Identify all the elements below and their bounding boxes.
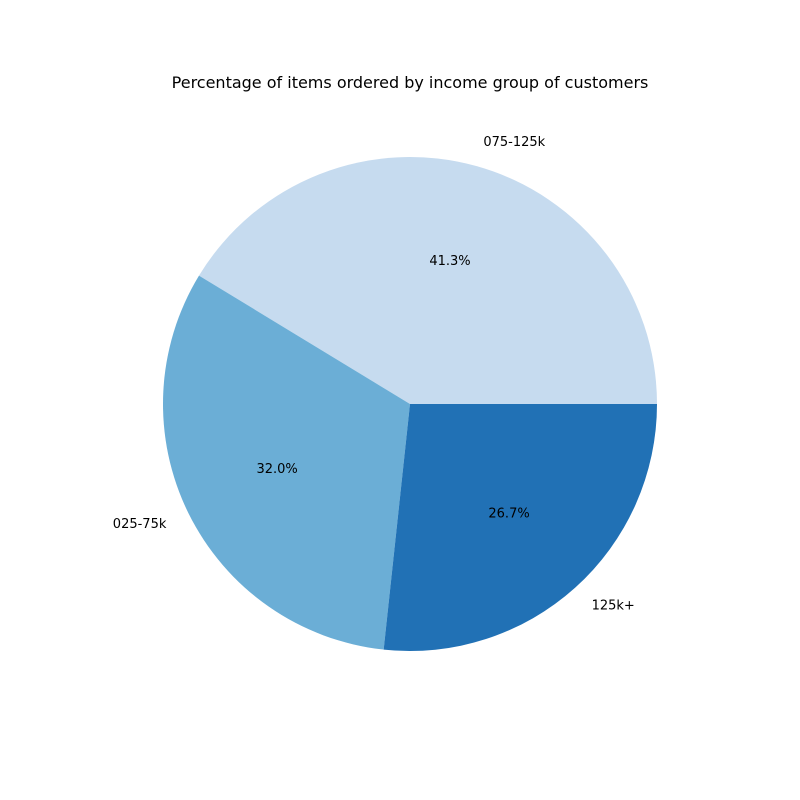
pie-slice-075-125k bbox=[198, 157, 657, 404]
slice-label: 075-125k bbox=[483, 135, 545, 150]
chart-title: Percentage of items ordered by income gr… bbox=[172, 73, 649, 92]
slice-label: 025-75k bbox=[113, 517, 167, 532]
pie-slices bbox=[162, 157, 657, 651]
slice-percent-label: 32.0% bbox=[256, 462, 297, 477]
slice-label: 125k+ bbox=[592, 599, 635, 614]
pie-labels: 075-125k 41.3% 025-75k 32.0% 125k+ 26.7% bbox=[113, 135, 635, 614]
slice-percent-label: 41.3% bbox=[429, 254, 470, 269]
slice-percent-label: 26.7% bbox=[488, 507, 529, 522]
pie-slice-125k+ bbox=[383, 404, 657, 651]
pie-slice-025-75k bbox=[162, 275, 410, 650]
